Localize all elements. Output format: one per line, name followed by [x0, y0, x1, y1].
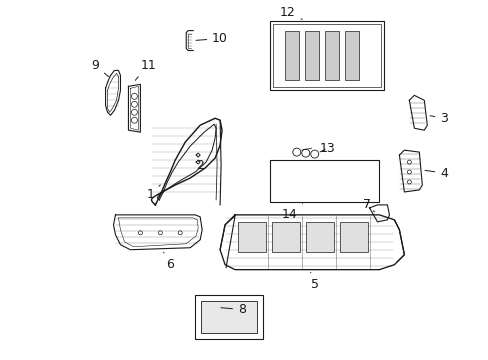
Text: 13: 13 [319, 141, 335, 155]
Text: 3: 3 [429, 112, 447, 125]
Text: 7: 7 [362, 198, 374, 212]
Text: 2: 2 [196, 158, 203, 172]
Bar [344, 31, 358, 80]
Text: 11: 11 [135, 59, 156, 80]
Bar [201, 301, 256, 333]
Text: 10: 10 [196, 32, 227, 45]
Bar [271, 222, 299, 252]
Bar [238, 222, 265, 252]
Bar [324, 31, 338, 80]
Bar [272, 24, 381, 87]
Text: 9: 9 [91, 59, 108, 77]
Text: 6: 6 [163, 252, 174, 271]
Bar [195, 294, 263, 339]
Bar [269, 160, 379, 202]
Bar [269, 21, 384, 90]
Text: 8: 8 [221, 303, 245, 316]
Text: 5: 5 [310, 272, 318, 291]
Bar [285, 31, 298, 80]
Bar [305, 222, 333, 252]
Bar [304, 31, 318, 80]
Bar [339, 222, 367, 252]
Text: 14: 14 [282, 204, 302, 221]
Text: 1: 1 [146, 185, 160, 202]
Text: 4: 4 [424, 167, 447, 180]
Text: 12: 12 [280, 6, 302, 19]
